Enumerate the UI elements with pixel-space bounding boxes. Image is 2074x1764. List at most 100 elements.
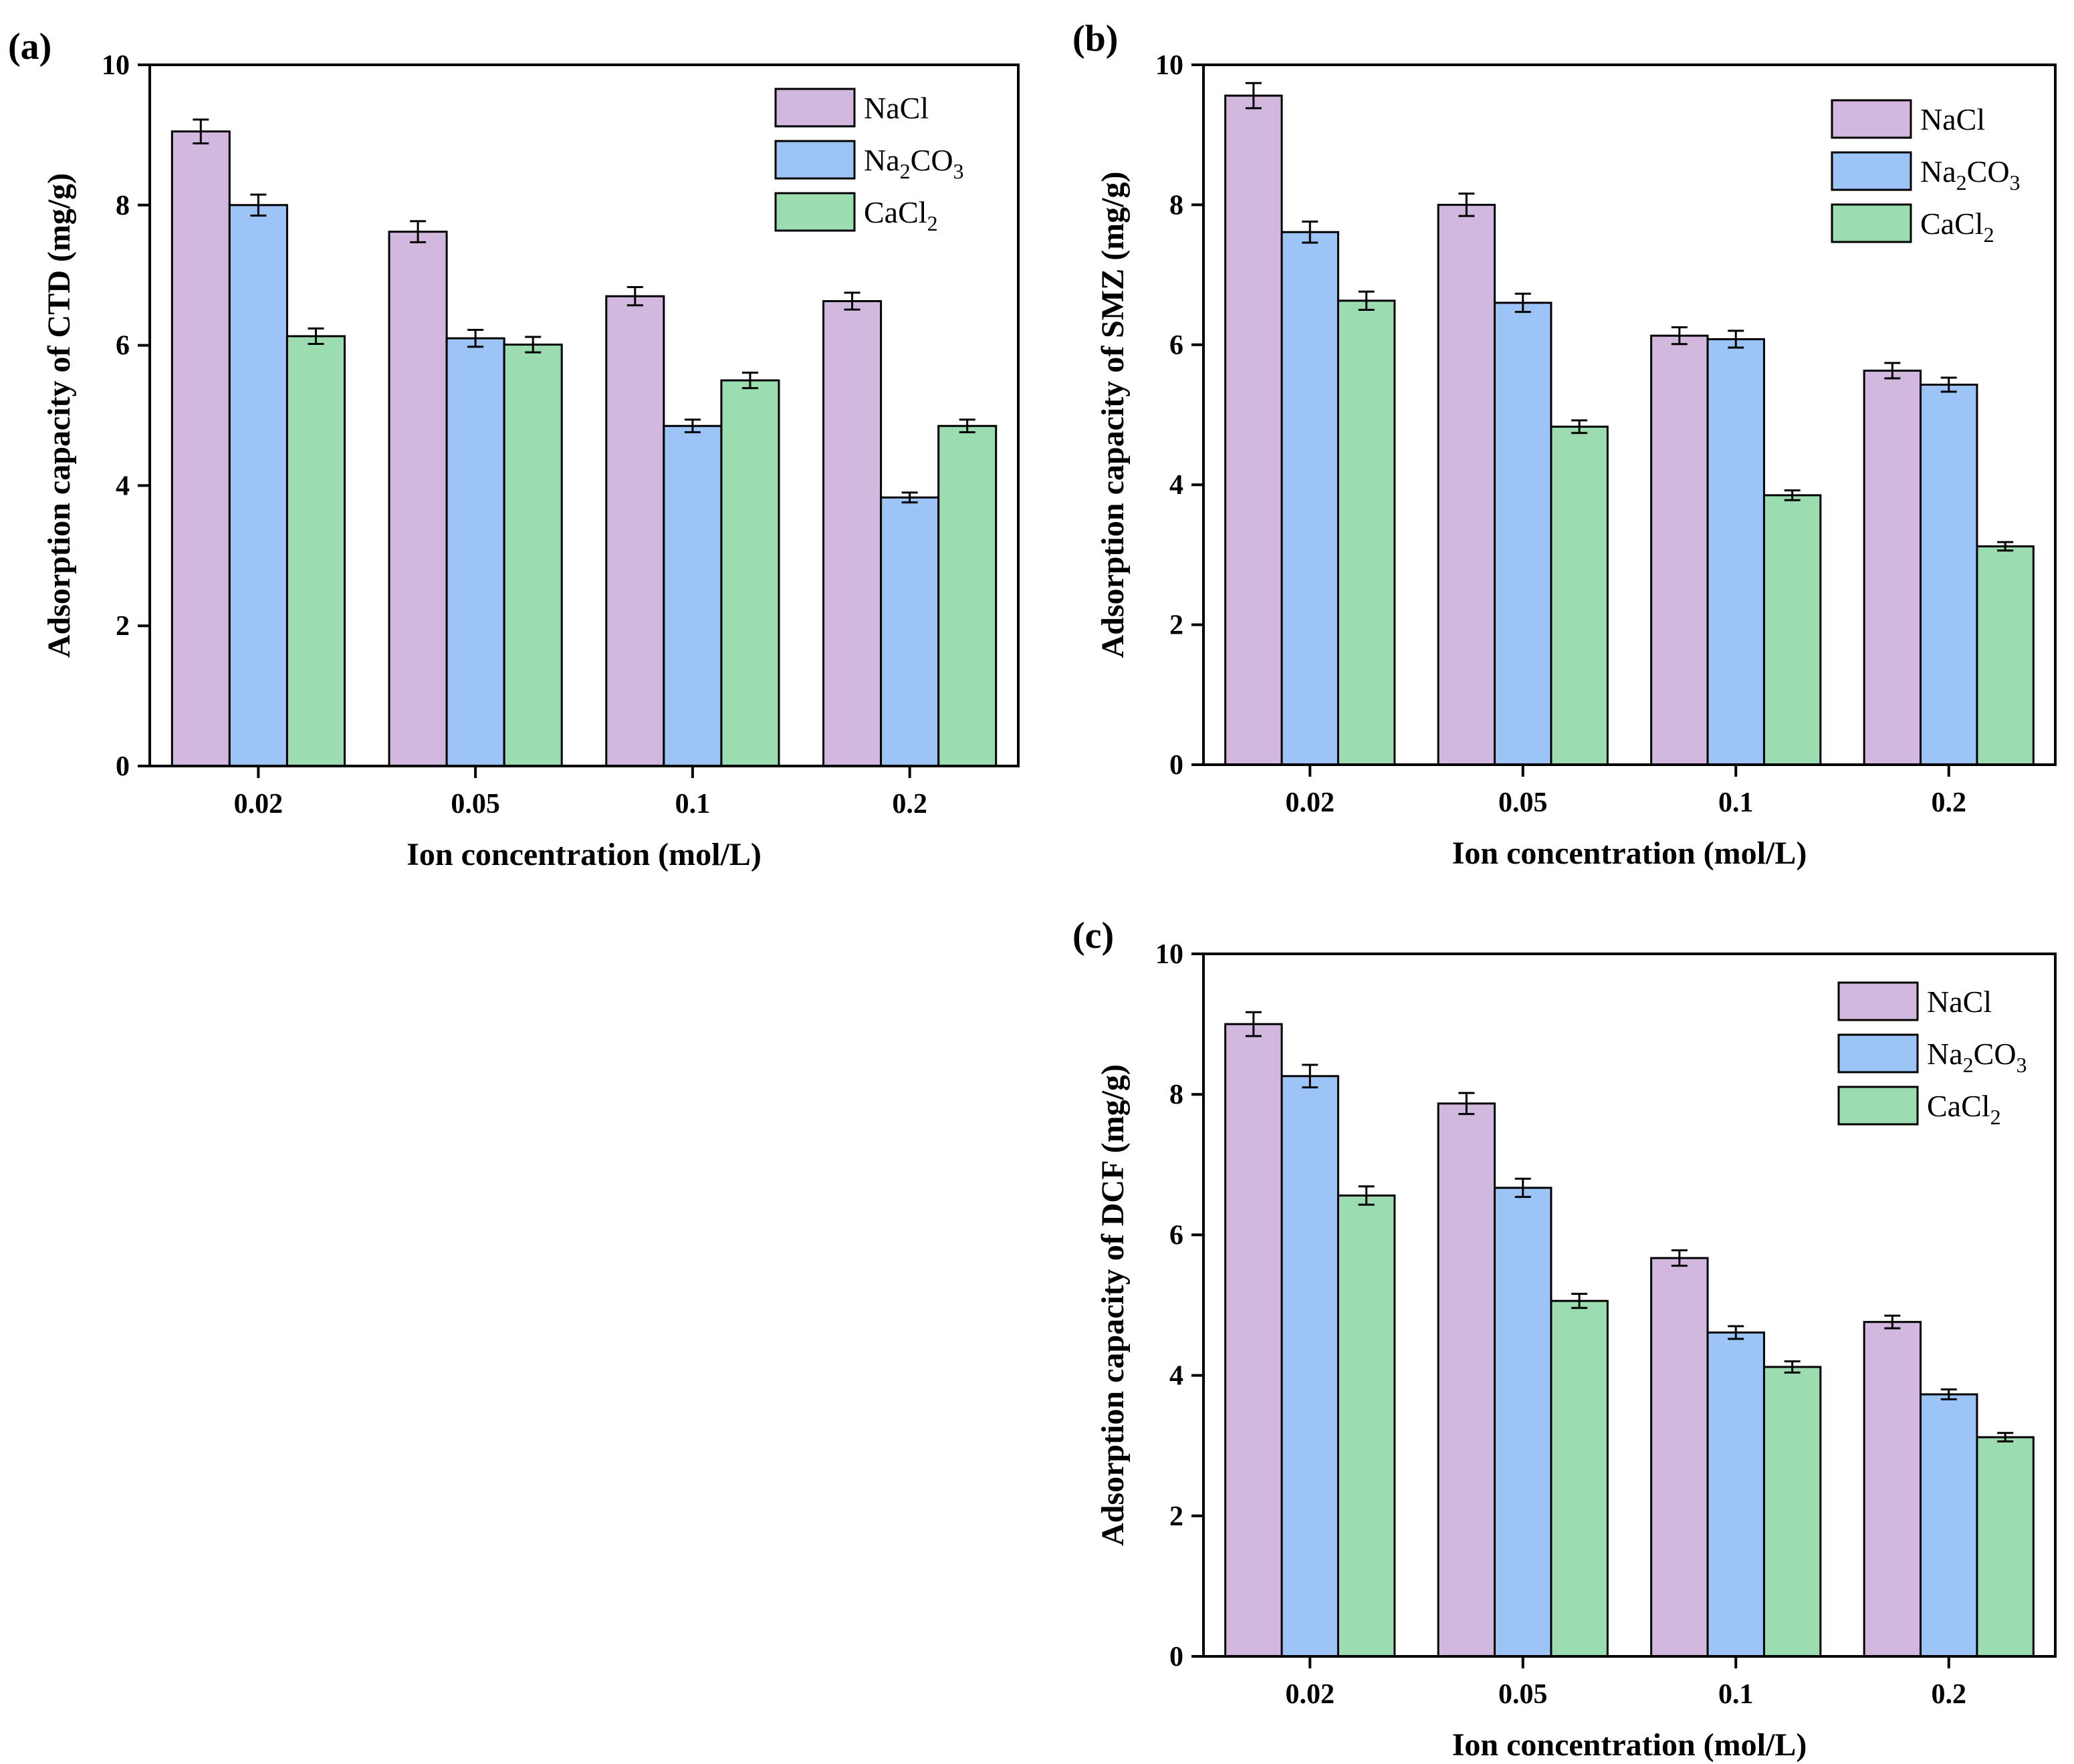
x-tick-label: 0.05 — [1498, 787, 1548, 818]
legend-swatch-nacl — [1837, 981, 1919, 1021]
bar-cacl-0.2 — [937, 424, 998, 767]
bar-nacl-0.02 — [1224, 94, 1283, 766]
plot-frame — [1202, 64, 2057, 766]
y-tick-label: 10 — [1155, 50, 1183, 81]
x-tick-label: 0.02 — [1286, 787, 1335, 818]
bar-cacl-0.02 — [285, 335, 346, 767]
bar-na-0.05 — [1494, 1186, 1552, 1658]
bar-na-0.1 — [663, 424, 723, 767]
x-tick-label: 0.2 — [892, 789, 927, 820]
legend: NaCl Na2CO3 CaCl2 — [1837, 981, 2027, 1129]
bar-cacl-0.2 — [1976, 545, 2035, 766]
x-axis-title: Ion concentration (mol/L) — [407, 837, 762, 872]
legend-swatch-cacl — [1837, 1086, 1919, 1126]
bar-cacl-0.02 — [1337, 299, 1396, 766]
bar-na-0.2 — [1920, 383, 1978, 766]
bar-nacl-0.1 — [1650, 1257, 1709, 1658]
y-tick-label: 10 — [1155, 939, 1183, 970]
plot-frame — [1202, 953, 2057, 1658]
legend-label: NaCl — [1920, 102, 1985, 136]
bar-na-0.02 — [1280, 1075, 1339, 1658]
y-axis-title: Adsorption capacity of SMZ (mg/g) — [1095, 172, 1131, 658]
bar-cacl-0.1 — [720, 379, 780, 767]
legend-label: NaCl — [864, 91, 929, 125]
bar-cacl-0.05 — [503, 344, 563, 767]
legend-label: Na2CO3 — [864, 143, 964, 183]
bar-cacl-0.05 — [1550, 425, 1609, 766]
x-tick-label: 0.1 — [1718, 787, 1754, 818]
x-axis-title: Ion concentration (mol/L) — [1452, 1727, 1807, 1763]
legend-label: NaCl — [1927, 985, 1992, 1019]
x-axis-title: Ion concentration (mol/L) — [1452, 836, 1807, 871]
legend-swatch-nacl — [1831, 99, 1912, 139]
bar-nacl-0.2 — [1863, 1321, 1922, 1658]
bar-cacl-0.1 — [1762, 494, 1822, 766]
legend: NaCl Na2CO3 CaCl2 — [774, 88, 964, 235]
y-tick-label: 10 — [102, 50, 130, 81]
y-axis-title: Adsorption capacity of DCF (mg/g) — [1095, 1064, 1131, 1546]
y-tick-label: 6 — [1169, 330, 1183, 361]
chart-panel-c: (c) 0 2 4 6 8 10 0.02 0.05 0.1 0.2 Ion concentratio… — [1072, 915, 2057, 1763]
y-tick-label: 2 — [116, 611, 130, 642]
bar-nacl-0.2 — [822, 300, 883, 767]
legend-swatch-na — [1831, 151, 1912, 191]
bar-na-0.02 — [228, 204, 288, 767]
chart-panel-a: (a) 0 2 4 6 8 10 0.02 0.05 0.1 0.2 Ion concentratio… — [8, 26, 1020, 872]
bar-na-0.05 — [445, 337, 505, 767]
legend-swatch-na — [1837, 1033, 1919, 1074]
bar-cacl-0.05 — [1550, 1299, 1609, 1658]
bar-nacl-0.1 — [605, 295, 665, 767]
y-tick-label: 2 — [1169, 610, 1183, 641]
bar-na-0.1 — [1706, 338, 1765, 766]
bar-nacl-0.2 — [1863, 370, 1922, 766]
y-tick-label: 4 — [1169, 470, 1183, 501]
y-tick-label: 0 — [1169, 750, 1183, 781]
bar-nacl-0.05 — [388, 231, 448, 767]
y-tick-label: 0 — [116, 751, 130, 782]
y-tick-label: 6 — [1169, 1220, 1183, 1251]
y-tick-label: 2 — [1169, 1501, 1183, 1532]
legend-swatch-cacl — [774, 192, 856, 232]
legend: NaCl Na2CO3 CaCl2 — [1831, 99, 2021, 247]
y-tick-label: 4 — [1169, 1361, 1183, 1392]
bar-na-0.1 — [1706, 1331, 1765, 1658]
panel-tag: (b) — [1072, 18, 1118, 59]
legend-swatch-cacl — [1831, 203, 1912, 243]
bar-na-0.02 — [1280, 231, 1339, 766]
x-tick-label: 0.2 — [1932, 787, 1967, 818]
legend-label: CaCl2 — [1927, 1089, 2001, 1129]
y-tick-label: 0 — [1169, 1642, 1183, 1672]
bar-cacl-0.1 — [1762, 1366, 1822, 1658]
y-tick-label: 4 — [116, 471, 130, 501]
bar-nacl-0.02 — [1224, 1023, 1283, 1658]
legend-swatch-nacl — [774, 88, 856, 128]
x-tick-label: 0.02 — [234, 789, 283, 820]
x-tick-label: 0.05 — [451, 789, 500, 820]
legend-label: Na2CO3 — [1927, 1037, 2027, 1077]
plot-frame — [148, 64, 1020, 767]
bar-cacl-0.2 — [1976, 1436, 2035, 1658]
bar-na-0.2 — [880, 496, 940, 767]
bar-na-0.2 — [1920, 1393, 1978, 1658]
bar-nacl-0.02 — [170, 130, 231, 767]
legend-label: CaCl2 — [864, 195, 938, 235]
panel-tag: (c) — [1072, 915, 1114, 957]
legend-swatch-na — [774, 140, 856, 180]
x-tick-label: 0.2 — [1932, 1679, 1967, 1710]
legend-label: CaCl2 — [1920, 207, 1994, 247]
bar-cacl-0.02 — [1337, 1194, 1396, 1658]
y-axis-title: Adsorption capacity of CTD (mg/g) — [41, 173, 77, 658]
bar-nacl-0.05 — [1437, 203, 1496, 766]
y-tick-label: 8 — [1169, 190, 1183, 221]
chart-panel-b: (b) 0 2 4 6 8 10 0.02 0.05 0.1 0.2 Ion concentratio… — [1072, 18, 2057, 871]
x-tick-label: 0.05 — [1498, 1679, 1548, 1710]
x-tick-label: 0.1 — [675, 789, 711, 820]
panel-tag: (a) — [8, 26, 51, 68]
y-tick-label: 8 — [1169, 1080, 1183, 1110]
bar-nacl-0.1 — [1650, 334, 1709, 766]
x-tick-label: 0.02 — [1286, 1679, 1335, 1710]
legend-label: Na2CO3 — [1920, 154, 2021, 195]
y-tick-label: 6 — [116, 331, 130, 362]
x-tick-label: 0.1 — [1718, 1679, 1754, 1710]
